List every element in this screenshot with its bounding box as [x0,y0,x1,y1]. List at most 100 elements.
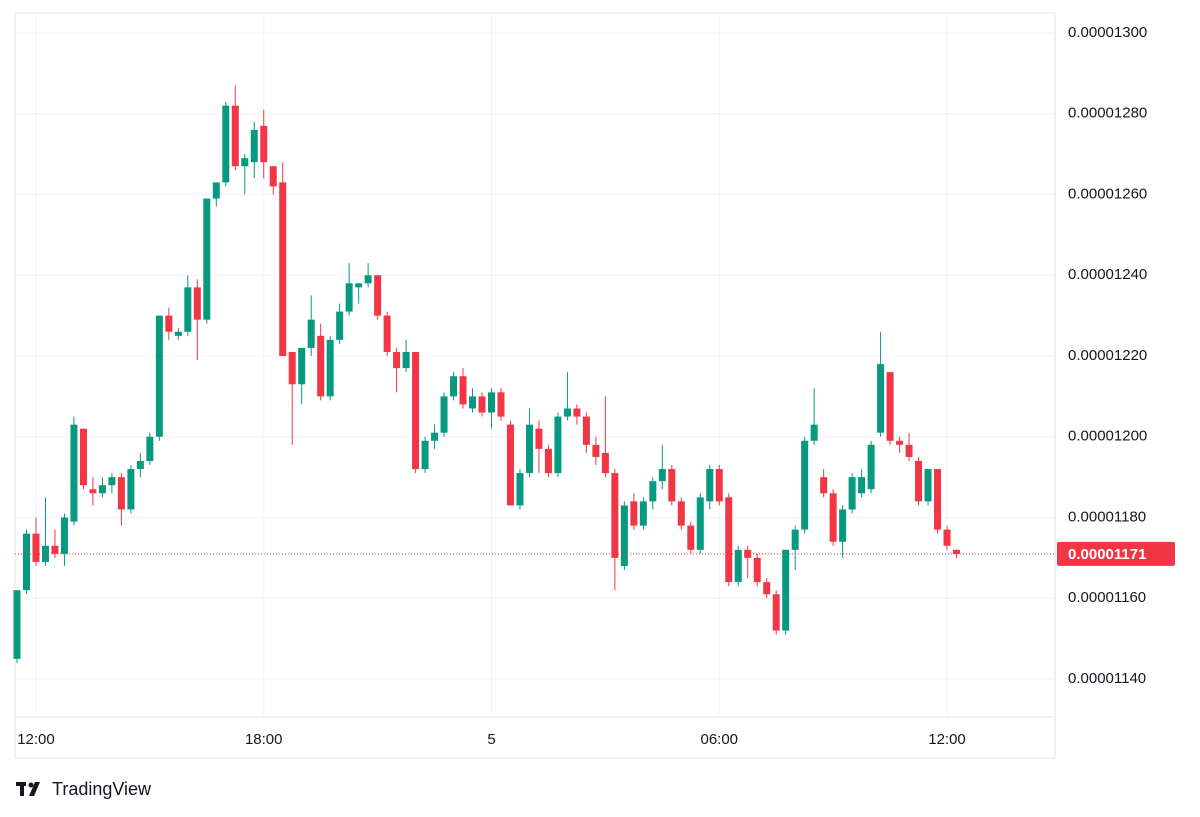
candle-body [649,481,657,502]
candle-body [715,469,723,502]
candle-body [279,182,287,357]
candle-body [317,335,325,397]
candle-body [70,424,78,522]
candle-body [630,501,638,526]
candle-body [469,396,477,409]
candle-body [212,182,220,199]
last-price-box [1057,541,1175,566]
candle-body [544,448,552,474]
candle-body [450,376,458,397]
candle-body [412,351,420,470]
candle-body [668,469,676,502]
y-tick-label: 0.00001280 [1068,105,1147,122]
x-tick-label: 06:00 [700,731,738,748]
candle-body [734,549,742,583]
x-tick-label: 5 [487,731,495,748]
candle-body [241,158,249,167]
candle-body [60,517,68,554]
candle-body [915,460,923,502]
candle-body [89,489,97,494]
candle-body [535,428,543,449]
candle-body [13,590,21,659]
candle-body [867,444,875,490]
candle-body [117,477,125,510]
candle-body [573,408,581,417]
candle-body [934,469,942,530]
x-tick-label: 12:00 [928,731,966,748]
candle-body [355,283,363,288]
candle-body [383,315,391,352]
candle-body [478,396,486,413]
candle-body [431,432,439,441]
brand-name: TradingView [52,779,152,799]
candle-body [516,473,524,506]
candle-body [706,469,714,502]
candle-body [298,347,306,385]
candle-body [601,452,609,474]
candle-body [79,428,87,486]
candle-body [184,287,192,332]
candle-body [677,501,685,526]
candle-body [155,315,163,437]
y-tick-label: 0.00001240 [1068,266,1147,283]
candle-body [696,497,704,550]
candle-body [336,311,344,340]
brand-logo [16,782,40,796]
candle-body [136,460,144,470]
candle-body [269,166,277,187]
y-tick-label: 0.00001140 [1068,670,1146,687]
candle-body [488,392,495,413]
candle-body [582,416,590,445]
candle-body [525,424,533,474]
candle-body [165,315,173,332]
y-tick-label: 0.00001300 [1068,24,1147,41]
candle-body [563,408,571,417]
candle-body [393,351,401,369]
candle-body [307,319,315,348]
candle-body [345,283,353,312]
candle-body [820,477,828,494]
candle-body [174,331,182,336]
candle-body [32,533,40,562]
candle-body [506,424,514,506]
candle-body [725,497,733,583]
candle-body [943,529,951,546]
candle-body [611,473,619,558]
last-price-label: 0.00001171 [1068,546,1146,563]
candle-body [22,533,30,591]
candle-body [51,545,59,554]
candle-body [620,505,628,566]
candle-body [364,275,372,284]
x-tick-label: 18:00 [245,731,283,748]
candle-body [98,485,106,494]
candle-body [829,493,837,542]
candle-body [924,469,932,502]
candle-body [250,129,258,163]
candle-body [639,501,647,526]
candle-body [288,351,296,385]
candle-body [858,477,866,494]
candle-body [658,469,666,482]
candle-body [791,529,799,550]
candle-body [877,364,885,433]
candle-body [108,477,116,486]
candle-body [260,125,268,163]
candle-body [459,376,467,405]
y-tick-label: 0.00001180 [1068,508,1146,525]
candle-body [782,549,790,631]
candle-body [421,440,429,470]
candle-body [592,444,600,457]
candle-body [497,392,505,417]
candle-body [146,436,154,461]
y-tick-label: 0.00001200 [1068,428,1147,445]
candle-body [687,525,695,550]
candle-body [231,105,239,167]
candle-body [402,351,410,369]
candle-body [222,105,230,183]
candle-body [848,477,856,510]
y-tick-label: 0.00001160 [1068,589,1146,606]
candle-body [886,372,894,441]
candle-body [810,424,818,441]
candle-body [440,396,448,433]
